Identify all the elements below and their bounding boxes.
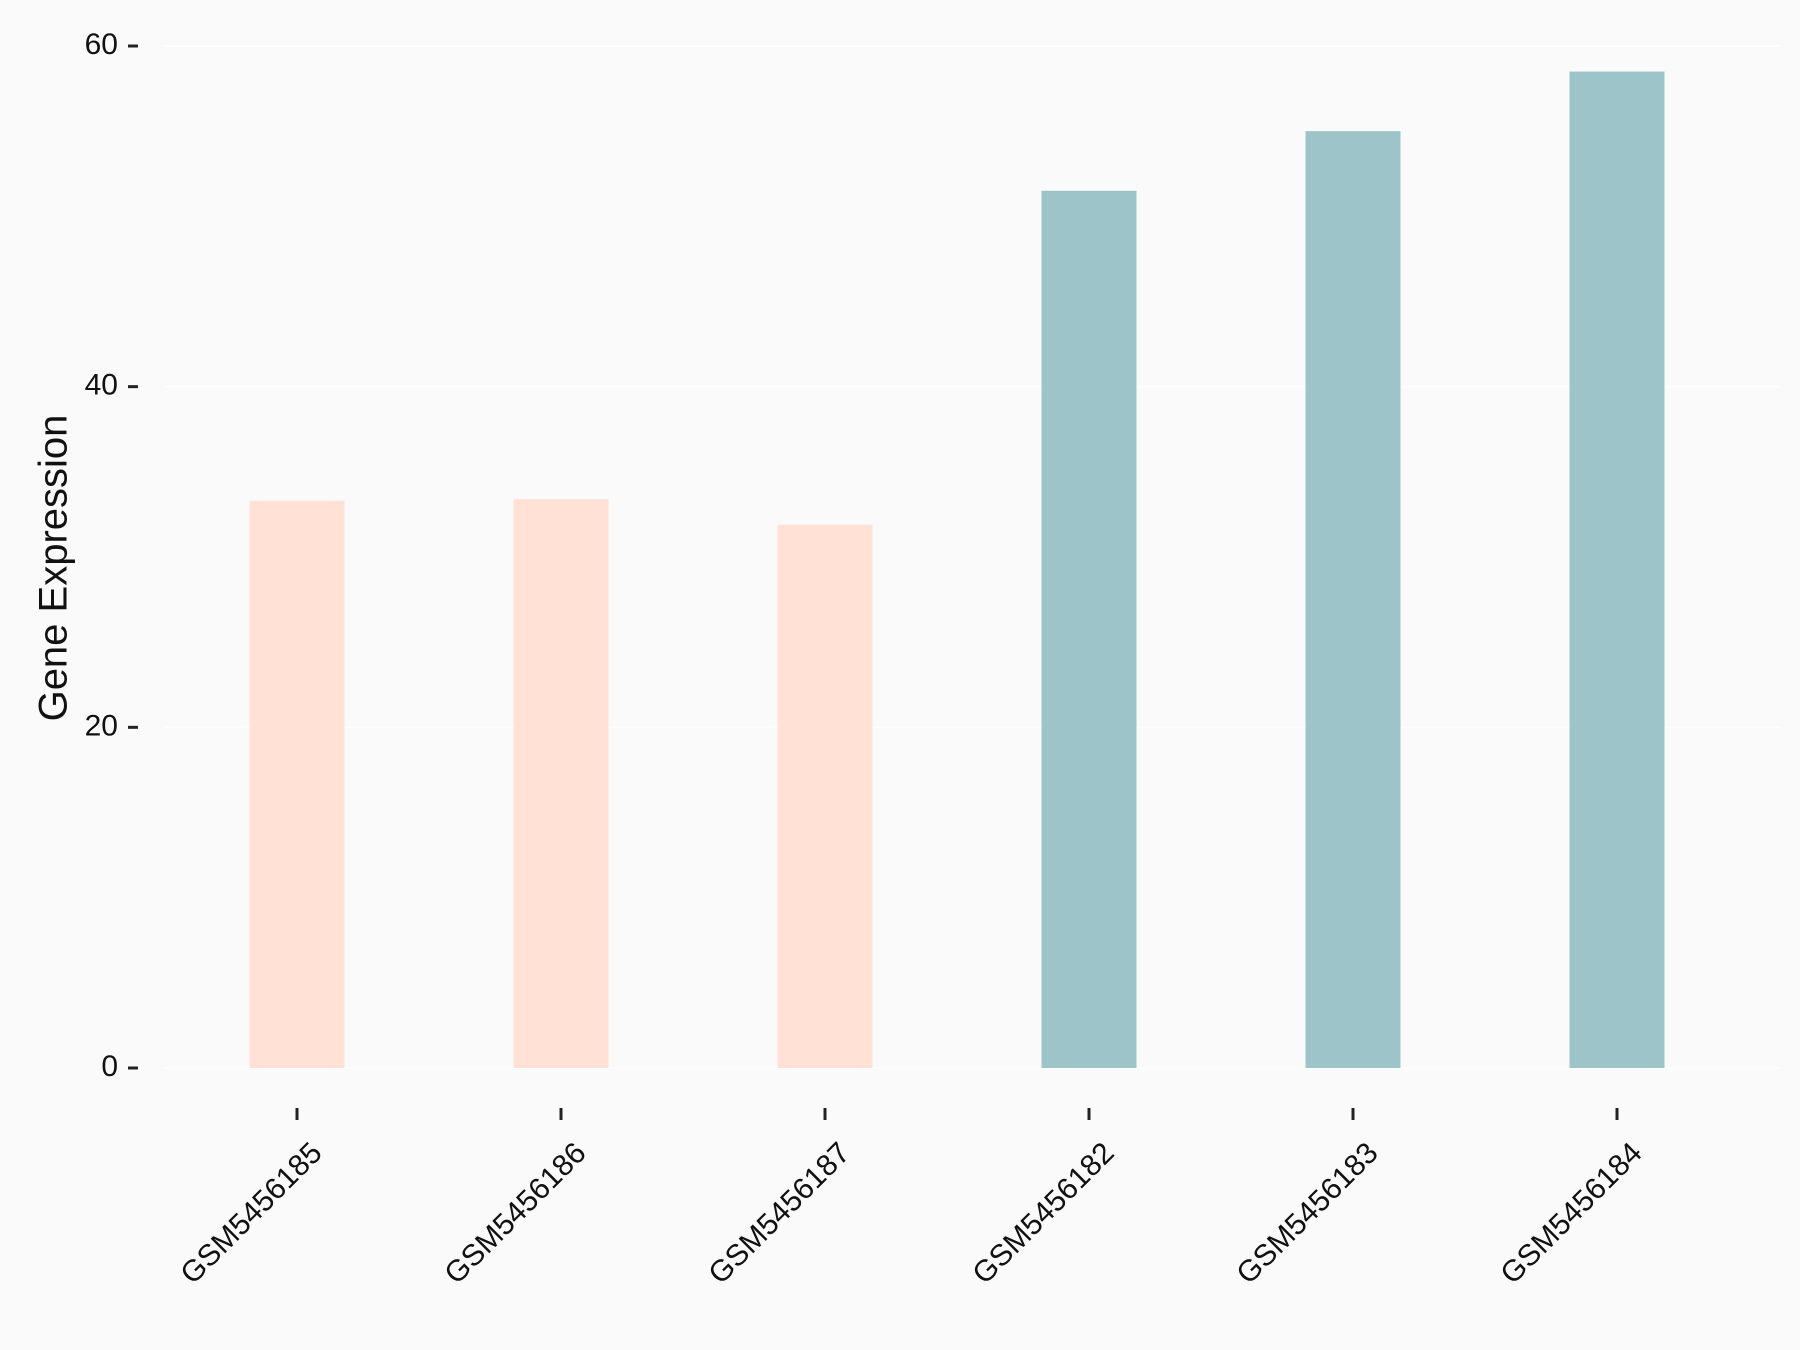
bar [1569,71,1665,1069]
bar [249,500,345,1068]
y-tick-label: 40 [85,369,118,402]
bar [1305,131,1401,1068]
bar [777,524,873,1068]
bar [1041,190,1137,1069]
y-tick-label: 0 [101,1050,118,1083]
y-tick-label: 60 [85,28,118,61]
y-axis-label: Gene Expression [32,415,76,722]
y-tick-label: 20 [85,709,118,742]
bar [513,499,609,1068]
